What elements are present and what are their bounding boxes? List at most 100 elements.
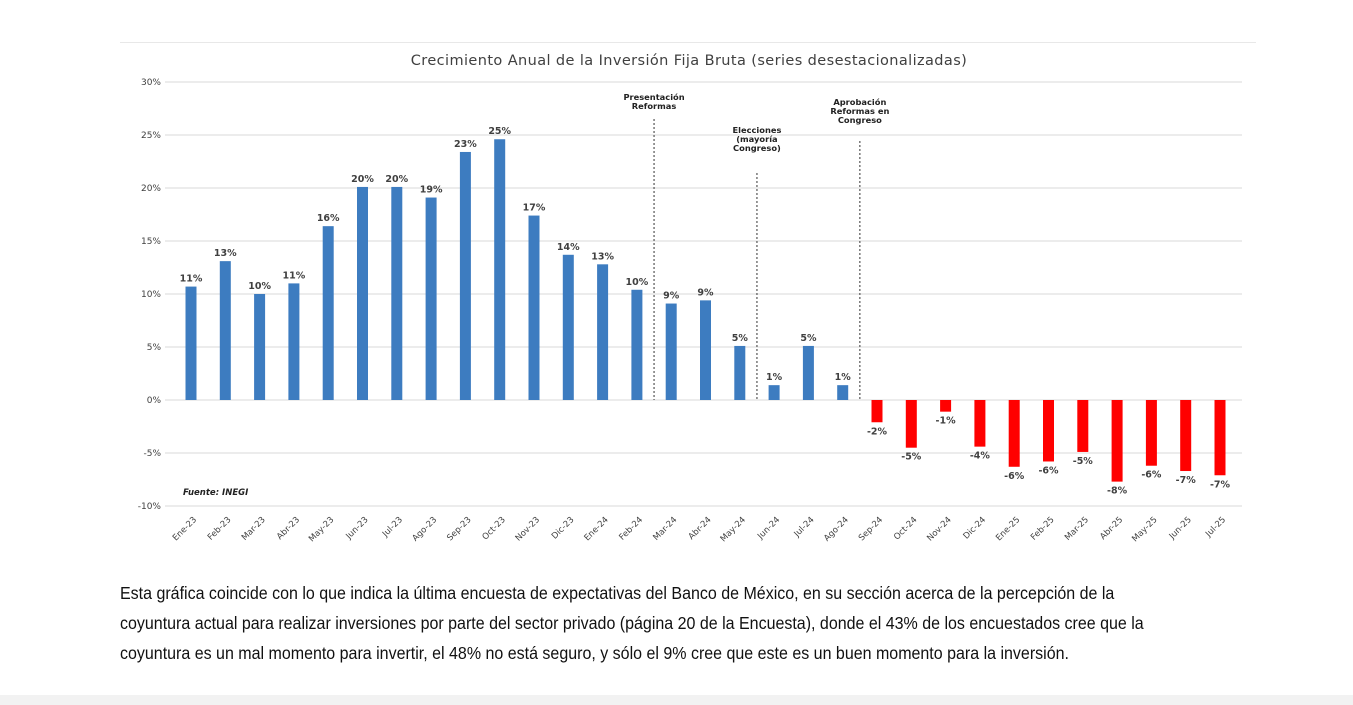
- bar: [425, 197, 437, 400]
- data-label: -7%: [1176, 475, 1197, 486]
- bar: [837, 385, 849, 400]
- data-label: 19%: [420, 185, 443, 196]
- x-tick-label: Abr-25: [1098, 515, 1125, 542]
- bar: [734, 345, 746, 400]
- bar: [494, 139, 506, 400]
- data-label: 13%: [591, 251, 614, 262]
- x-tick-label: Jul-24: [792, 515, 817, 540]
- x-tick-label: Jun-23: [344, 515, 371, 542]
- x-tick-label: Dic-23: [550, 515, 576, 541]
- bar: [1214, 400, 1226, 476]
- x-tick-label: Ago-24: [822, 515, 851, 544]
- data-label: 5%: [732, 333, 749, 344]
- data-label: 17%: [523, 203, 546, 214]
- x-tick-label: Ene-25: [994, 515, 1022, 543]
- event-marker-label: Congreso: [838, 115, 882, 125]
- data-label: -8%: [1107, 486, 1128, 497]
- data-label: -7%: [1210, 479, 1231, 490]
- bar: [631, 289, 643, 400]
- bar: [1077, 400, 1089, 452]
- bar: [1008, 400, 1020, 467]
- bar: [974, 400, 986, 447]
- event-marker-label: Presentación: [623, 92, 684, 102]
- data-label: 9%: [663, 291, 680, 302]
- event-marker-label: Aprobación: [833, 97, 886, 107]
- bar: [357, 186, 368, 400]
- data-label: 20%: [385, 174, 408, 185]
- x-tick-label: Sep-24: [857, 515, 885, 543]
- data-label: 1%: [835, 372, 852, 383]
- x-tick-label: Dic-24: [962, 515, 988, 541]
- y-tick-label: -10%: [138, 502, 162, 512]
- y-tick-label: 10%: [141, 290, 161, 300]
- data-label: 10%: [626, 277, 649, 288]
- y-tick-label: 25%: [141, 131, 161, 141]
- x-tick-label: Nov-24: [925, 515, 953, 543]
- data-label: 1%: [766, 372, 783, 383]
- bar: [288, 283, 300, 400]
- y-tick-label: 20%: [141, 184, 161, 194]
- y-tick-label: 5%: [147, 343, 162, 353]
- x-tick-label: Feb-23: [206, 515, 234, 543]
- x-tick-label: Feb-24: [617, 515, 645, 543]
- bar: [322, 226, 334, 400]
- data-label: -6%: [1038, 465, 1059, 476]
- bar: [185, 286, 197, 400]
- event-marker-label: Reformas en: [830, 106, 889, 116]
- body-paragraph: Esta gráfica coincide con lo que indica …: [120, 583, 1144, 663]
- x-tick-label: May-25: [1130, 515, 1159, 544]
- x-tick-label: Ene-23: [171, 515, 199, 543]
- event-marker-label: Congreso): [733, 143, 781, 153]
- x-tick-label: Feb-25: [1029, 515, 1057, 543]
- x-tick-label: May-24: [719, 515, 748, 544]
- data-label: -6%: [1141, 470, 1162, 481]
- x-tick-label: Sep-23: [445, 515, 473, 543]
- bar: [391, 186, 403, 400]
- chart-container: Crecimiento Anual de la Inversión Fija B…: [120, 42, 1256, 545]
- data-label: -6%: [1004, 471, 1025, 482]
- bar-chart: Crecimiento Anual de la Inversión Fija B…: [138, 53, 1242, 544]
- y-tick-label: 30%: [141, 78, 161, 88]
- bar: [871, 400, 883, 423]
- x-tick-label: Oct-23: [481, 515, 508, 542]
- bar: [1111, 400, 1123, 482]
- bar: [940, 400, 952, 412]
- x-tick-label: Oct-24: [892, 515, 919, 542]
- x-tick-label: Nov-23: [514, 515, 542, 543]
- bar: [768, 385, 780, 400]
- x-tick-label: Jun-25: [1167, 515, 1194, 542]
- bar: [1145, 400, 1157, 466]
- data-label: -1%: [936, 416, 957, 427]
- x-tick-label: Mar-24: [651, 515, 679, 543]
- data-label: 11%: [180, 274, 203, 285]
- bar: [597, 264, 609, 400]
- data-label: 10%: [248, 281, 271, 292]
- x-tick-label: Ene-24: [583, 515, 611, 543]
- bar: [1180, 400, 1192, 472]
- x-tick-label: Abr-24: [687, 515, 714, 542]
- chart-title: Crecimiento Anual de la Inversión Fija B…: [411, 53, 967, 69]
- bar: [1043, 400, 1054, 462]
- event-marker-label: (mayoría: [736, 134, 777, 144]
- data-label: 16%: [317, 213, 340, 224]
- event-marker-label: Elecciones: [732, 125, 781, 135]
- x-tick-label: Abr-23: [275, 515, 302, 542]
- data-label: 14%: [557, 242, 580, 253]
- data-label: 11%: [283, 270, 306, 281]
- x-tick-label: Jul-25: [1203, 515, 1228, 540]
- x-tick-label: Ago-23: [411, 515, 440, 544]
- bar: [665, 303, 677, 400]
- bar: [700, 300, 711, 400]
- y-tick-label: 15%: [141, 237, 161, 247]
- data-label: 20%: [351, 174, 374, 185]
- bar: [219, 261, 231, 400]
- bar: [528, 215, 540, 400]
- x-tick-label: Jun-24: [755, 515, 782, 542]
- bar: [802, 345, 814, 400]
- data-label: 25%: [488, 126, 511, 137]
- data-label: 5%: [800, 333, 817, 344]
- data-label: -2%: [867, 426, 888, 437]
- bar: [562, 254, 574, 400]
- data-label: -5%: [1073, 456, 1094, 467]
- x-tick-label: Mar-25: [1063, 515, 1091, 543]
